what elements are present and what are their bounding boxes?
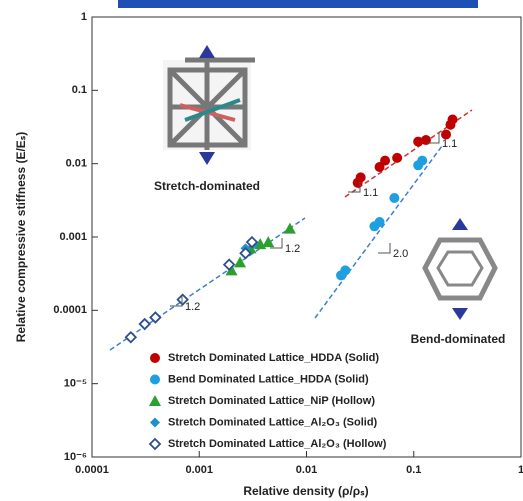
data-point — [356, 172, 366, 182]
data-point — [448, 115, 458, 125]
y-tick-label: 0.0001 — [53, 304, 87, 316]
x-tick-label: 0.0001 — [75, 464, 109, 476]
data-point — [262, 236, 274, 247]
stretch-lattice-illustration — [163, 45, 255, 165]
y-tick-label: 1 — [81, 11, 87, 23]
x-axis-label: Relative density (ρ/ρₛ) — [243, 484, 368, 498]
data-point — [421, 135, 431, 145]
fit-line — [110, 218, 305, 350]
legend-marker — [149, 395, 161, 406]
data-point — [380, 156, 390, 166]
data-point — [140, 319, 150, 329]
data-point — [284, 223, 296, 234]
data-point — [392, 153, 402, 163]
legend-marker — [150, 353, 160, 363]
plot-frame — [92, 17, 521, 457]
legend-marker — [150, 439, 160, 449]
y-tick-label: 10⁻⁵ — [64, 378, 87, 390]
page: {"chart_data": {"type": "scatter", "log_… — [0, 0, 523, 501]
slope-bracket — [378, 243, 390, 253]
legend-marker — [150, 418, 160, 428]
slope-label: 1.1 — [442, 138, 457, 150]
image-caption: Stretch-dominated — [154, 179, 260, 193]
y-tick-label: 0.001 — [59, 231, 87, 243]
legend-label: Stretch Dominated Lattice_Al₂O₃ (Hollow) — [168, 438, 387, 450]
x-tick-label: 0.1 — [406, 464, 421, 476]
y-tick-label: 0.01 — [66, 158, 87, 170]
data-point — [340, 265, 350, 275]
slope-label: 1.1 — [363, 187, 378, 199]
legend-label: Stretch Dominated Lattice_NiP (Hollow) — [168, 395, 375, 407]
image-caption: Bend-dominated — [411, 332, 506, 346]
data-point — [375, 217, 385, 227]
legend-label: Stretch Dominated Lattice_HDDA (Solid) — [168, 352, 379, 364]
data-point — [389, 193, 399, 203]
slope-label: 2.0 — [393, 248, 408, 260]
legend-label: Bend Dominated Lattice_HDDA (Solid) — [168, 373, 369, 385]
bend-lattice-illustration — [425, 218, 495, 320]
y-axis-label: Relative compressive stiffness (E/Eₛ) — [14, 132, 28, 343]
x-tick-label: 0.01 — [296, 464, 317, 476]
slope-label: 1.2 — [185, 301, 200, 313]
x-tick-label: 1 — [518, 464, 523, 476]
x-tick-label: 0.001 — [185, 464, 213, 476]
slope-label: 1.2 — [285, 243, 300, 255]
y-tick-label: 0.1 — [72, 84, 87, 96]
legend-label: Stretch Dominated Lattice_Al₂O₃ (Solid) — [168, 416, 378, 428]
data-point — [126, 332, 136, 342]
title-bar — [118, 0, 478, 8]
data-point — [417, 156, 427, 166]
y-tick-label: 10⁻⁶ — [64, 451, 87, 463]
chart: Stretch-dominated Bend-dominated Relativ… — [0, 0, 523, 501]
legend-marker — [150, 375, 160, 385]
